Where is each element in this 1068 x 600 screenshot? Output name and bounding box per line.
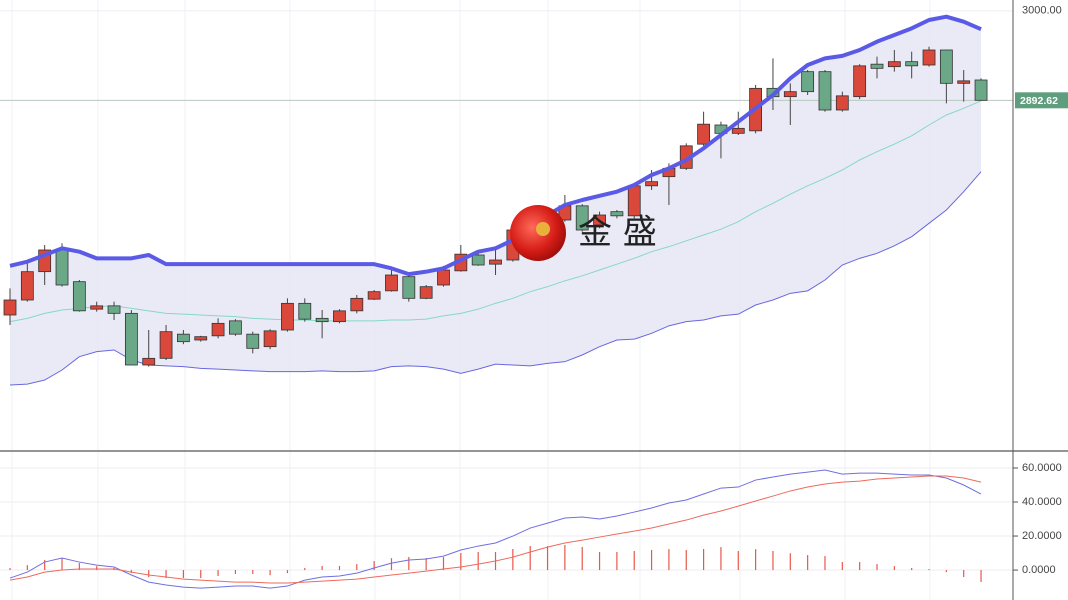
candle-body: [142, 357, 156, 366]
candle-body: [437, 269, 450, 286]
candle-body: [3, 299, 17, 316]
y-tick-label: 0.0000: [1022, 564, 1056, 576]
candle-body: [159, 331, 173, 359]
candle-body: [627, 185, 641, 217]
candle-body: [489, 259, 502, 265]
candle-body: [333, 310, 346, 323]
candle-body: [20, 271, 34, 301]
candle-body: [939, 49, 953, 84]
candle-body: [211, 322, 225, 337]
candle-body: [905, 61, 919, 67]
candle-body: [176, 333, 190, 343]
candle-body: [281, 302, 294, 331]
candle-body: [367, 291, 381, 300]
last-price-label: 2892.62: [1020, 95, 1058, 107]
watermark: 金 盛: [510, 205, 657, 261]
candle-body: [645, 181, 658, 187]
band-line: [9, 14, 982, 277]
band-line: [9, 171, 982, 386]
watermark-text: 金 盛: [578, 213, 657, 253]
y-tick-label: 20.0000: [1022, 530, 1062, 542]
y-tick-label: 60.0000: [1022, 462, 1062, 474]
candle-body: [870, 63, 884, 69]
candle-body: [419, 286, 433, 299]
candle-body: [731, 127, 745, 134]
candle-body: [697, 123, 710, 145]
band-fill: [10, 16, 982, 386]
candle-body: [974, 79, 988, 101]
candle-body: [298, 302, 312, 320]
candle-body: [124, 312, 138, 366]
candle-body: [194, 336, 208, 341]
candle-body: [107, 305, 121, 314]
candle-body: [471, 254, 485, 266]
candle-body: [593, 214, 606, 226]
candle-body: [610, 211, 624, 217]
candle-body: [72, 281, 86, 312]
candle-body: [853, 65, 867, 98]
candle-body: [315, 317, 329, 323]
candle-body: [957, 80, 971, 84]
last-price-tag: [1015, 92, 1068, 109]
y-tick-label: 3000.00: [1022, 5, 1062, 17]
band-line: [9, 100, 982, 323]
candle-body: [350, 297, 364, 312]
candle-body: [835, 95, 849, 111]
candle-body: [246, 333, 260, 349]
indicator-line: [9, 469, 982, 589]
candle-body: [818, 71, 832, 111]
candle-body: [922, 49, 936, 66]
candle-body: [402, 276, 416, 299]
candle-body: [887, 61, 901, 68]
indicator-line: [9, 475, 982, 584]
y-tick-label: 40.0000: [1022, 496, 1062, 508]
price-panel: 3000.00 2892.62: [0, 5, 1068, 386]
candle-body: [575, 205, 589, 231]
candle-body: [90, 305, 104, 310]
candle-body: [229, 320, 242, 335]
candle-body: [263, 330, 277, 348]
candle-body: [783, 91, 797, 98]
candle-body: [55, 249, 69, 286]
candle-body: [385, 274, 398, 292]
indicator-panel: 60.0000 40.0000 20.0000 0.0000: [0, 462, 1062, 589]
candle-body: [801, 71, 815, 93]
